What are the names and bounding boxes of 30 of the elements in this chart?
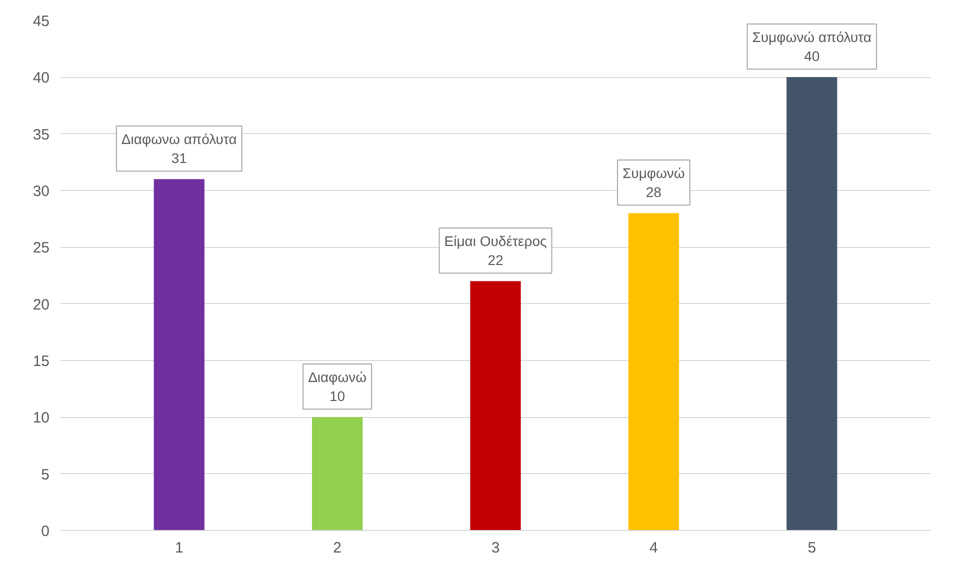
x-tick-label: 4 — [650, 540, 658, 556]
bar — [470, 281, 521, 530]
bar — [154, 179, 204, 530]
x-tick-label: 2 — [333, 540, 342, 556]
x-tick-label: 1 — [174, 540, 184, 556]
annotation: Διαφωνω απόλυτα — [121, 130, 237, 147]
y-tick-label: 0 — [41, 523, 50, 540]
data-label: 10 — [330, 388, 346, 404]
y-tick-label: 40 — [32, 70, 50, 87]
y-tick-label: 5 — [41, 466, 50, 484]
y-tick-label: 45 — [32, 13, 50, 30]
annotation: Συμφωνώ — [622, 164, 685, 181]
y-tick-label: 30 — [32, 183, 50, 200]
bar — [312, 417, 363, 530]
data-label: 22 — [488, 252, 504, 268]
y-tick-label: 35 — [32, 126, 50, 144]
data-label: 40 — [804, 48, 820, 64]
data-label: 31 — [171, 150, 188, 166]
annotation: Συμφωνώ απόλυτα — [752, 28, 872, 45]
x-tick-label: 5 — [808, 540, 816, 556]
annotation: Διαφωνώ — [308, 368, 367, 385]
y-tick-label: 20 — [32, 296, 50, 314]
bar — [628, 213, 679, 530]
y-tick-label: 10 — [32, 410, 50, 427]
data-label: 28 — [646, 184, 662, 200]
annotation: Είμαι Ουδέτερος — [444, 232, 547, 249]
x-tick-label: 3 — [491, 540, 500, 556]
y-tick-label: 15 — [32, 353, 50, 370]
bar — [786, 77, 838, 530]
y-tick-label: 25 — [32, 240, 50, 257]
